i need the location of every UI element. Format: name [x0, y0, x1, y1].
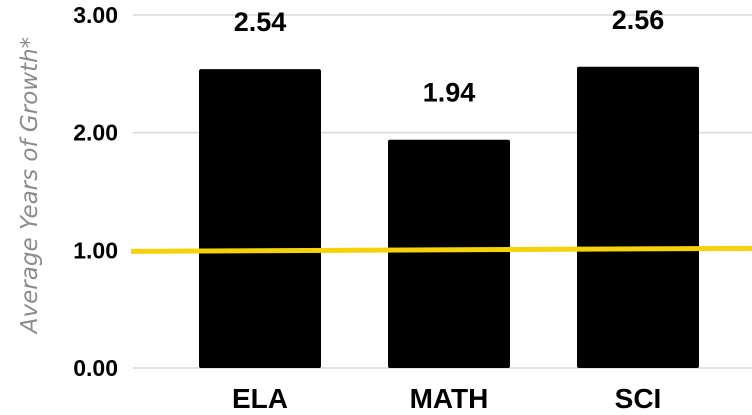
bars — [199, 66, 699, 369]
reference-line — [130, 245, 752, 254]
y-tick-label: 2.00 — [73, 120, 118, 146]
x-category-label: SCI — [615, 383, 662, 414]
y-tick-label: 0.00 — [73, 355, 118, 381]
data-label: 1.94 — [423, 78, 476, 108]
reference-line-layer — [130, 245, 752, 254]
data-label: 2.54 — [234, 7, 287, 37]
data-labels: 2.54 1.94 2.56 — [234, 5, 665, 108]
y-tick-label: 3.00 — [73, 2, 118, 28]
y-tick-label: 1.00 — [73, 237, 118, 263]
x-category-label: MATH — [410, 383, 489, 414]
data-label: 2.56 — [612, 5, 665, 35]
bar-ela — [199, 69, 321, 369]
bar-sci — [577, 66, 699, 369]
x-category-label: ELA — [232, 383, 288, 414]
y-axis-title: Average Years of Growth* — [17, 37, 43, 335]
bar-math — [388, 139, 510, 368]
x-axis-categories: ELA MATH SCI — [232, 383, 661, 414]
y-axis-ticks: 0.00 1.00 2.00 3.00 — [73, 2, 118, 381]
